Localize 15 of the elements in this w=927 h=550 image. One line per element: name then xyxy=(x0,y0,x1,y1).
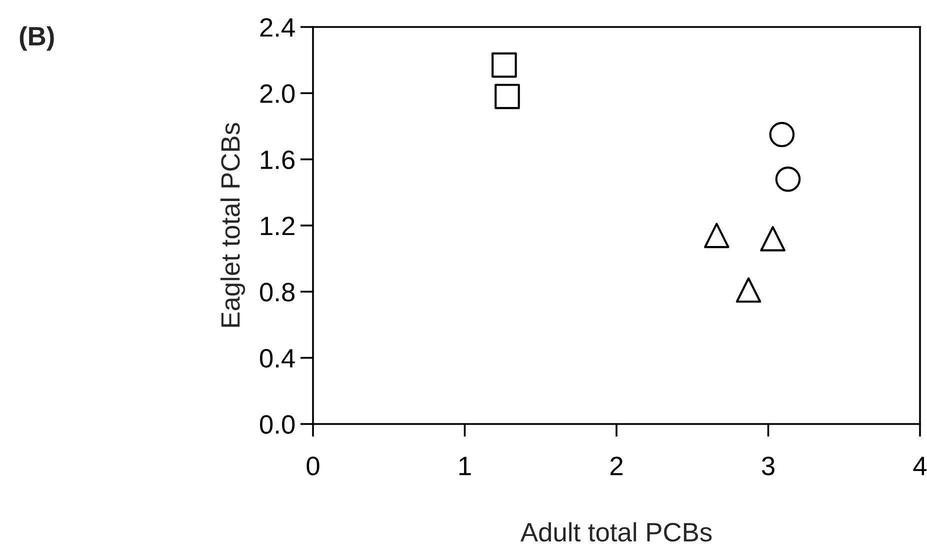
y-tick-label: 1.2 xyxy=(260,216,294,236)
x-axis-title: Adult total PCBs xyxy=(520,522,712,542)
x-tick-label: 1 xyxy=(459,456,471,476)
y-tick-label: 2.0 xyxy=(260,84,295,103)
x-tick-label: 3 xyxy=(762,456,774,476)
x-tick-label: 4 xyxy=(913,456,927,476)
y-tick-label: 0.8 xyxy=(260,282,294,302)
y-axis-title: Eaglet total PCBs xyxy=(220,123,246,327)
y-tick-label: 0.0 xyxy=(260,415,295,434)
x-tick-label: 0 xyxy=(306,456,320,476)
x-tick-label: 2 xyxy=(610,456,623,476)
text: (B) xyxy=(20,26,54,51)
y-tick-label: 1.6 xyxy=(260,150,294,170)
y-tick-label: 2.4 xyxy=(260,18,295,37)
y-tick-label: 0.4 xyxy=(260,348,295,368)
